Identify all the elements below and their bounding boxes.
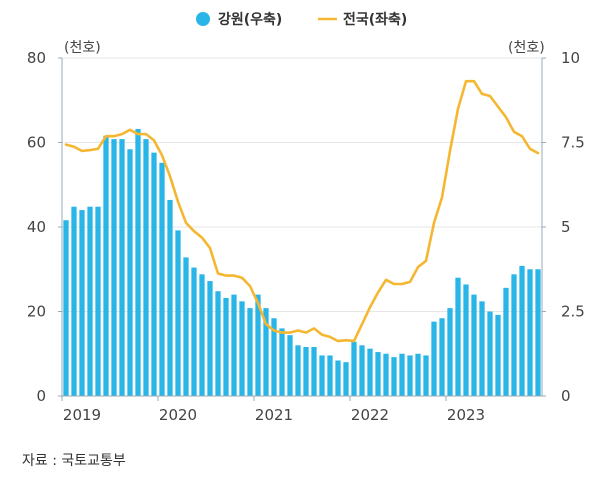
bar-gangwon (463, 284, 469, 396)
bar-gangwon (287, 335, 293, 396)
bar-gangwon (207, 281, 213, 396)
bar-gangwon (303, 346, 309, 396)
right-tick-label: 10 (561, 49, 580, 67)
bar-gangwon (127, 149, 133, 396)
bar-gangwon (447, 308, 453, 396)
bar-gangwon (439, 318, 445, 396)
bar-gangwon (191, 267, 197, 396)
bar-gangwon (367, 348, 373, 396)
legend-bar-marker (196, 12, 210, 26)
bar-gangwon (87, 206, 93, 396)
bar-gangwon (327, 355, 333, 396)
bar-gangwon (151, 152, 157, 396)
bar-gangwon (511, 274, 517, 396)
bar-gangwon (223, 297, 229, 396)
bar-gangwon (495, 314, 501, 396)
bar-gangwon (343, 362, 349, 396)
x-tick-label: 2020 (159, 406, 197, 424)
left-tick-label: 40 (27, 218, 46, 236)
bar-gangwon (95, 206, 101, 396)
gridlines (62, 57, 542, 397)
x-tick-label: 2019 (63, 406, 101, 424)
bars-gangwon (63, 128, 541, 397)
bar-gangwon (487, 311, 493, 396)
left-tick-label: 80 (27, 49, 46, 67)
left-axis-ticks: 0 20 40 60 80 (27, 49, 62, 405)
bar-gangwon (103, 135, 109, 397)
bar-gangwon (199, 274, 205, 396)
bar-gangwon (519, 265, 525, 396)
right-axis-ticks: 0 2.5 5 7.5 10 (542, 49, 585, 405)
bar-gangwon (175, 230, 181, 396)
bar-gangwon (335, 360, 341, 396)
x-tick-label: 2023 (447, 406, 485, 424)
bar-gangwon (527, 269, 533, 396)
chart: 0 20 40 60 80 0 2.5 5 7.5 10 2019 2020 2021 2022 202… (27, 11, 585, 424)
x-axis-ticks: 2019 2020 2021 2022 2023 (61, 396, 485, 424)
right-axis-unit: (천호) (508, 40, 545, 56)
x-tick-label: 2021 (255, 406, 293, 424)
bar-gangwon (63, 220, 69, 396)
left-tick-label: 60 (27, 134, 46, 152)
bar-gangwon (399, 353, 405, 396)
bar-gangwon (159, 162, 165, 396)
bar-gangwon (271, 318, 277, 396)
bar-gangwon (143, 139, 149, 396)
bar-gangwon (407, 355, 413, 396)
left-tick-label: 0 (36, 387, 46, 405)
bar-gangwon (263, 308, 269, 396)
bar-gangwon (423, 355, 429, 396)
bar-gangwon (71, 206, 77, 396)
bar-gangwon (391, 357, 397, 396)
left-tick-label: 20 (27, 303, 46, 321)
bar-gangwon (503, 287, 509, 396)
left-axis-unit: (천호) (64, 40, 101, 56)
bar-gangwon (375, 352, 381, 396)
bar-gangwon (279, 328, 285, 396)
legend-line-label: 전국(좌축) (343, 11, 407, 28)
right-tick-label: 2.5 (561, 303, 585, 321)
bar-gangwon (135, 128, 141, 397)
bar-gangwon (479, 301, 485, 396)
legend-bar-label: 강원(우축) (218, 11, 282, 28)
line-national (64, 79, 540, 343)
bar-gangwon (255, 294, 261, 396)
bar-gangwon (415, 353, 421, 396)
bar-gangwon (215, 291, 221, 396)
bar-gangwon (351, 341, 357, 396)
right-tick-label: 5 (561, 218, 571, 236)
bar-gangwon (247, 308, 253, 396)
bar-gangwon (311, 346, 317, 396)
source-note: 자료 : 국토교통부 (22, 453, 126, 469)
bar-gangwon (239, 301, 245, 396)
bar-gangwon (295, 345, 301, 396)
bar-gangwon (359, 345, 365, 396)
legend: 강원(우축) 전국(좌축) (196, 11, 407, 28)
right-tick-label: 0 (561, 387, 571, 405)
bar-gangwon (383, 353, 389, 396)
bar-gangwon (111, 139, 117, 396)
bar-gangwon (535, 269, 541, 396)
right-tick-label: 7.5 (561, 134, 585, 152)
bar-gangwon (183, 257, 189, 396)
bar-gangwon (455, 277, 461, 396)
bar-gangwon (319, 355, 325, 396)
bar-gangwon (167, 199, 173, 396)
bar-gangwon (231, 294, 237, 396)
x-tick-label: 2022 (351, 406, 389, 424)
bar-gangwon (471, 294, 477, 396)
bar-gangwon (431, 321, 437, 396)
bar-gangwon (79, 210, 85, 396)
bar-gangwon (119, 139, 125, 396)
